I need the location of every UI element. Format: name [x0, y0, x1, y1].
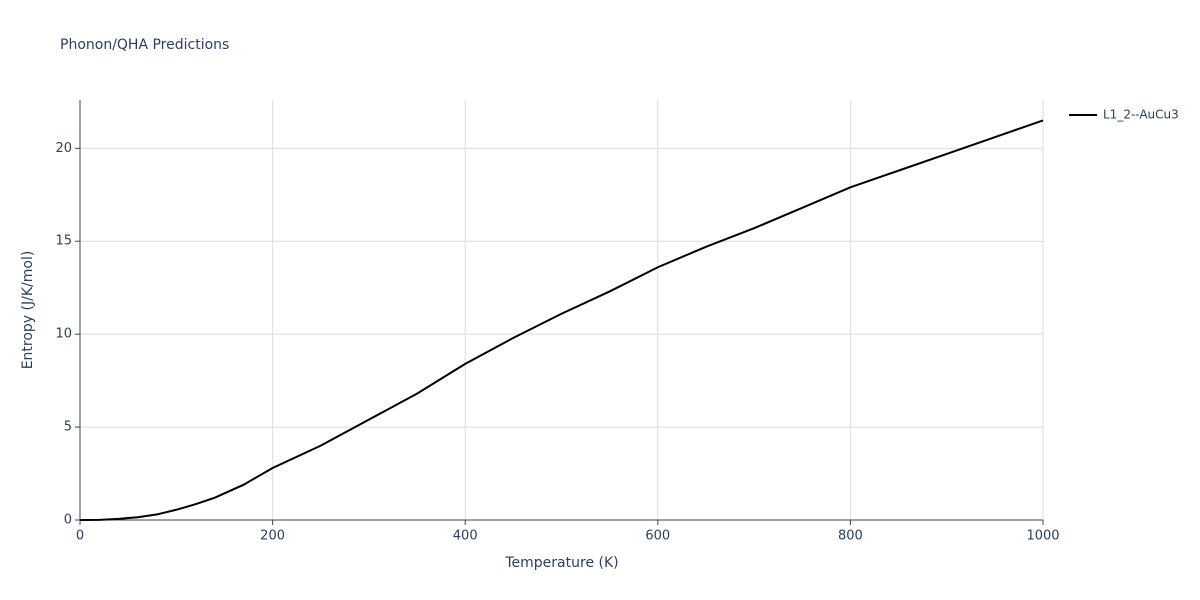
y-axis-title: Entropy (J/K/mol): [20, 251, 36, 370]
y-tick-label: 10: [55, 327, 72, 342]
line-series: [79, 119, 1044, 521]
x-tick-label: 400: [453, 529, 478, 544]
x-tick-label: 1000: [1026, 529, 1059, 544]
y-tick-label: 5: [64, 420, 72, 435]
x-tick-label: 0: [76, 529, 84, 544]
x-tick-label: 200: [260, 529, 285, 544]
y-tick-label: 0: [64, 513, 72, 528]
y-tick-label: 15: [55, 234, 72, 249]
x-tick-label: 800: [838, 529, 863, 544]
legend-label: L1_2--AuCu3: [1103, 108, 1179, 122]
y-tick-label: 20: [55, 141, 72, 156]
x-tick-label: 600: [645, 529, 670, 544]
x-axis-title: Temperature (K): [504, 555, 618, 571]
chart-title: Phonon/QHA Predictions: [60, 37, 229, 53]
